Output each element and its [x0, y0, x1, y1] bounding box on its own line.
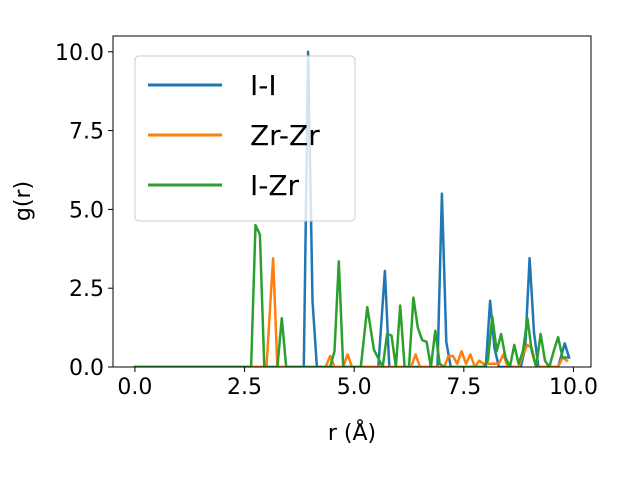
- y-tick-label: 0.0: [69, 356, 104, 381]
- series-line-zr-zr: [133, 256, 569, 367]
- y-tick-label: 7.5: [69, 120, 104, 145]
- x-tick-label: 2.5: [227, 375, 262, 400]
- legend-label-i-i: I-I: [250, 69, 277, 102]
- x-axis-label: r (Å): [328, 419, 376, 446]
- x-tick-label: 5.0: [337, 375, 372, 400]
- legend-box: [134, 55, 356, 222]
- y-tick-label: 2.5: [69, 277, 104, 302]
- y-tick-label: 5.0: [69, 198, 104, 223]
- series-line-i-i: [133, 50, 571, 367]
- x-tick-label: 7.5: [446, 375, 481, 400]
- x-axis: 0.0 2.5 5.0 7.5 10.0: [117, 367, 598, 400]
- plot-frame: [112, 35, 592, 368]
- y-tick-label: 10.0: [55, 41, 104, 66]
- legend: I-I Zr-Zr I-Zr: [134, 55, 356, 222]
- y-axis: 0.0 2.5 5.0 7.5 10.0: [55, 41, 113, 381]
- legend-label-i-zr: I-Zr: [250, 169, 300, 202]
- series-layer: [133, 50, 571, 367]
- series-line-i-zr: [133, 223, 569, 367]
- y-axis-label: g(r): [11, 181, 36, 221]
- x-tick-label: 0.0: [117, 375, 152, 400]
- x-tick-label: 10.0: [549, 375, 598, 400]
- legend-label-zr-zr: Zr-Zr: [250, 119, 320, 152]
